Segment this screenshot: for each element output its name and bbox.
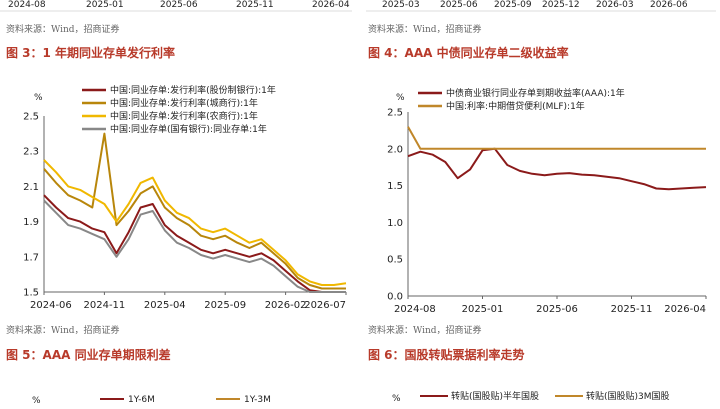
top-left-axis-ticks: 2024-08 2025-01 2025-06 2025-11 2026-04 [0, 0, 352, 12]
x-tick-label: 2025-09 [204, 300, 246, 311]
series-line-1 [407, 147, 707, 191]
y-tick-label: 1.5 [387, 181, 403, 192]
figure-5-legend-label-2: 1Y-3M [244, 395, 271, 405]
top-right-axis-ticks: 2025-03 2025-06 2025-09 2025-12 2026-03 2026-… [366, 0, 716, 12]
legend-label: 中国:利率:中期借贷便利(MLF):1年 [446, 100, 585, 112]
figure-6-title: 图 6：国股转贴票据利率走势 [368, 347, 525, 362]
top-left-tick-label: 2025-06 [160, 0, 198, 10]
series-line-2 [43, 132, 346, 290]
x-tick-label: 2026-07 [304, 300, 346, 311]
x-tick-label: 2025-04 [144, 300, 186, 311]
y-tick-label: 2.5 [387, 108, 403, 119]
top-right-tick-label: 2025-06 [440, 0, 478, 10]
chart1-unit-label: % [34, 93, 43, 103]
figure-4-title: 图 4：AAA 中债同业存单二级收益率 [368, 45, 569, 60]
y-tick-label: 0.5 [387, 255, 403, 266]
top-right-tick-label: 2026-03 [596, 0, 634, 10]
x-tick-label: 2024-11 [84, 300, 126, 311]
top-left-tick-label: 2025-01 [86, 0, 124, 10]
x-tick-label: 2025-11 [611, 304, 653, 315]
top-right-tick-label: 2025-09 [494, 0, 532, 10]
y-tick-label: 2.5 [23, 112, 39, 123]
y-tick-label: 2.3 [23, 147, 39, 158]
series-line-2 [407, 126, 706, 150]
figure-5-legend-label-1: 1Y-6M [128, 395, 155, 405]
y-tick-label: 1.7 [23, 252, 39, 263]
figure-6-legend-label-1: 转贴(国股贴)半年国股 [451, 390, 539, 402]
chart2-unit-label: % [396, 93, 405, 103]
x-tick-label: 2024-08 [394, 304, 436, 315]
source-note-top-left: 资料来源：Wind，招商证券 [6, 23, 120, 35]
top-right-tick-label: 2025-12 [542, 0, 580, 10]
figure-5-title: 图 5：AAA 同业存单期限利差 [6, 347, 171, 362]
legend-label: 中国:同业存单(国有银行):同业存单:1年 [110, 123, 267, 135]
legend-label: 中国:同业存单:发行利率(农商行):1年 [110, 110, 258, 122]
figure-6-legend-label-2: 转贴(国股贴)3M国股 [586, 390, 670, 402]
x-tick-label: 2026-02 [265, 300, 307, 311]
y-tick-label: 1.0 [387, 218, 403, 229]
figure-3-title: 图 3：1 年期同业存单发行利率 [6, 45, 175, 60]
legend-label: 中债商业银行同业存单到期收益率(AAA):1年 [446, 87, 625, 99]
top-right-tick-label: 2025-03 [382, 0, 420, 10]
y-tick-label: 1.5 [23, 288, 39, 299]
x-tick-label: 2024-06 [30, 300, 72, 311]
source-note-figure-4: 资料来源：Wind，招商证券 [368, 324, 482, 336]
y-tick-label: 1.9 [23, 217, 39, 228]
series-line-1 [43, 194, 346, 293]
source-note-figure-3: 资料来源：Wind，招商证券 [6, 324, 120, 336]
top-left-tick-label: 2025-11 [236, 0, 274, 10]
top-left-tick-label: 2024-08 [8, 0, 46, 10]
x-tick-label: 2025-01 [462, 304, 504, 315]
top-left-tick-label: 2026-04 [312, 0, 350, 10]
y-tick-label: 2.0 [387, 144, 403, 155]
legend-label: 中国:同业存单:发行利率(城商行):1年 [110, 97, 258, 109]
figure-5-unit-label: % [32, 396, 41, 405]
source-note-top-right: 资料来源：Wind，招商证券 [368, 23, 482, 35]
x-tick-label: 2025-06 [536, 304, 578, 315]
series-line-3 [43, 159, 347, 286]
series-line-4 [43, 199, 346, 293]
top-right-tick-label: 2026-06 [650, 0, 688, 10]
figure-6-unit-label: % [392, 394, 401, 404]
x-tick-label: 2026-04 [664, 304, 706, 315]
legend-label: 中国:同业存单:发行利率(股份制银行):1年 [110, 84, 276, 96]
y-tick-label: 2.1 [23, 182, 39, 193]
y-tick-label: 0.0 [387, 292, 403, 303]
